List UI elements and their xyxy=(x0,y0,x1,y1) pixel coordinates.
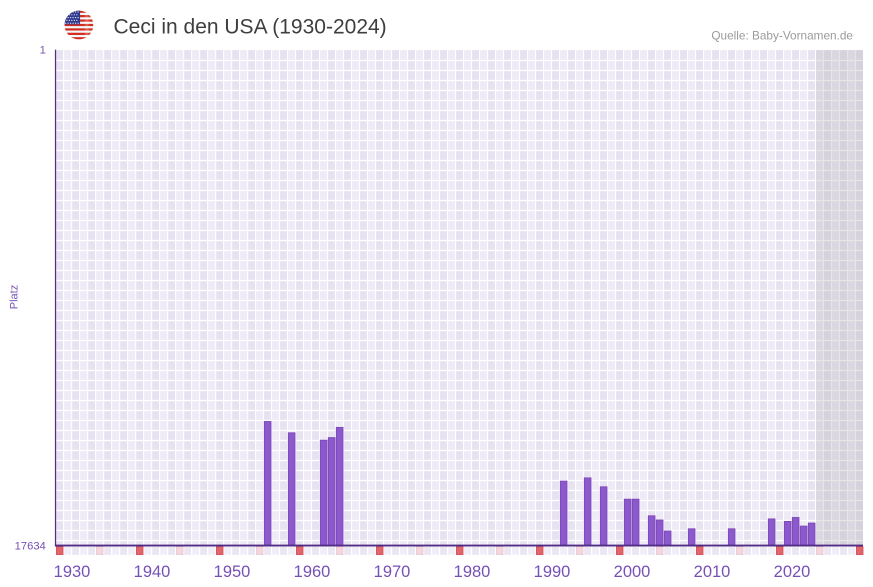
svg-text:Quelle: Baby-Vornamen.de: Quelle: Baby-Vornamen.de xyxy=(711,28,853,42)
svg-text:Ceci in den USA (1930-2024): Ceci in den USA (1930-2024) xyxy=(114,16,387,39)
svg-text:2020: 2020 xyxy=(774,563,811,581)
svg-text:1: 1 xyxy=(40,45,46,57)
svg-text:1970: 1970 xyxy=(374,563,411,581)
svg-text:Platz: Platz xyxy=(9,285,21,309)
svg-text:1980: 1980 xyxy=(454,563,491,581)
svg-text:1930: 1930 xyxy=(54,563,91,581)
svg-text:2000: 2000 xyxy=(614,563,651,581)
svg-text:1990: 1990 xyxy=(534,563,571,581)
svg-text:1950: 1950 xyxy=(214,563,251,581)
svg-text:1940: 1940 xyxy=(134,563,171,581)
svg-text:2010: 2010 xyxy=(694,563,731,581)
svg-text:17634: 17634 xyxy=(15,541,46,553)
svg-text:1960: 1960 xyxy=(294,563,331,581)
